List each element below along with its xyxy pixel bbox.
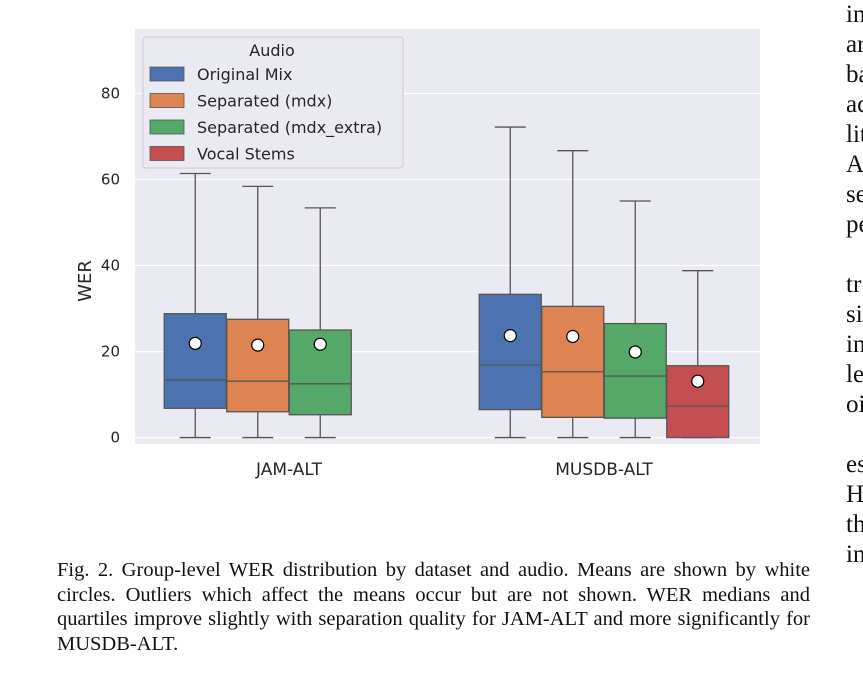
y-tick-label: 80 — [101, 85, 120, 103]
legend-swatch — [149, 66, 185, 82]
box-groups — [163, 126, 730, 439]
iqr-box — [541, 305, 605, 418]
adjacent-column-text: in ar ba ac lit Ase pe tr si in le oi es Hth in — [846, 0, 863, 570]
y-tick-label: 0 — [110, 429, 120, 447]
side-text-line: ba — [846, 61, 863, 88]
side-text-line — [846, 420, 863, 450]
mean-marker — [691, 374, 705, 388]
box-1-3 — [666, 270, 730, 439]
y-tick-labels: 0 20 40 60 80 — [101, 85, 120, 447]
iqr-box — [226, 318, 290, 413]
legend-label: Vocal Stems — [197, 145, 295, 164]
legend-swatch — [149, 119, 185, 135]
box-1-0 — [478, 126, 542, 439]
x-tick-labels: JAM-ALT MUSDB-ALT — [255, 460, 653, 480]
mean-marker — [628, 345, 642, 359]
iqr-box — [163, 313, 227, 409]
mean-marker — [566, 329, 580, 344]
side-text-line: th — [846, 511, 863, 538]
mean-marker — [251, 338, 265, 352]
legend-frame — [142, 36, 404, 169]
x-tick-label: MUSDB-ALT — [555, 460, 653, 480]
side-text-line: pe — [846, 211, 863, 238]
side-text-line: si — [846, 301, 863, 328]
side-text-line: le — [846, 361, 863, 388]
side-text-line: in — [846, 331, 863, 358]
side-text-line: ar — [846, 31, 863, 58]
side-text-line: oi — [846, 391, 863, 418]
box-1-2 — [603, 200, 667, 439]
side-text-line: A — [846, 151, 863, 178]
iqr-box — [478, 293, 542, 411]
iqr-box — [603, 322, 667, 419]
legend-label: Separated (mdx) — [197, 92, 332, 111]
side-text-line: es — [846, 451, 863, 478]
box-0-0 — [163, 172, 227, 439]
side-text-line: H — [846, 481, 863, 508]
y-tick-label: 40 — [101, 257, 120, 275]
y-tick-label: 20 — [101, 343, 120, 361]
x-tick-label: JAM-ALT — [255, 460, 323, 480]
box-0-2 — [288, 207, 352, 439]
side-text-line: tr — [846, 271, 862, 298]
legend-label: Original Mix — [197, 65, 292, 84]
legend: Audio Original Mix Separated (mdx) Separat… — [142, 36, 404, 169]
y-axis-label: WER — [75, 260, 96, 302]
side-text-line: in — [846, 541, 863, 568]
legend-swatch — [149, 146, 185, 161]
side-text-line: lit — [846, 121, 863, 148]
side-text-line: se — [846, 181, 863, 208]
side-text-line: ac — [846, 91, 863, 118]
legend-title: Audio — [249, 41, 294, 60]
wer-boxplot-chart: 0 20 40 60 80 WER JAM-ALT MUSDB-ALT Audio Ori… — [75, 29, 760, 480]
figure-caption: Fig. 2. Group-level WER distribution by … — [57, 559, 810, 655]
y-tick-label: 60 — [101, 171, 120, 189]
mean-marker — [503, 329, 517, 343]
legend-label: Separated (mdx_extra) — [197, 118, 382, 138]
box-0-1 — [226, 185, 290, 439]
mean-marker — [188, 336, 202, 350]
legend-swatch — [149, 93, 185, 108]
side-text-line: in — [846, 1, 863, 28]
side-text-line — [846, 240, 863, 270]
mean-marker — [313, 337, 327, 351]
